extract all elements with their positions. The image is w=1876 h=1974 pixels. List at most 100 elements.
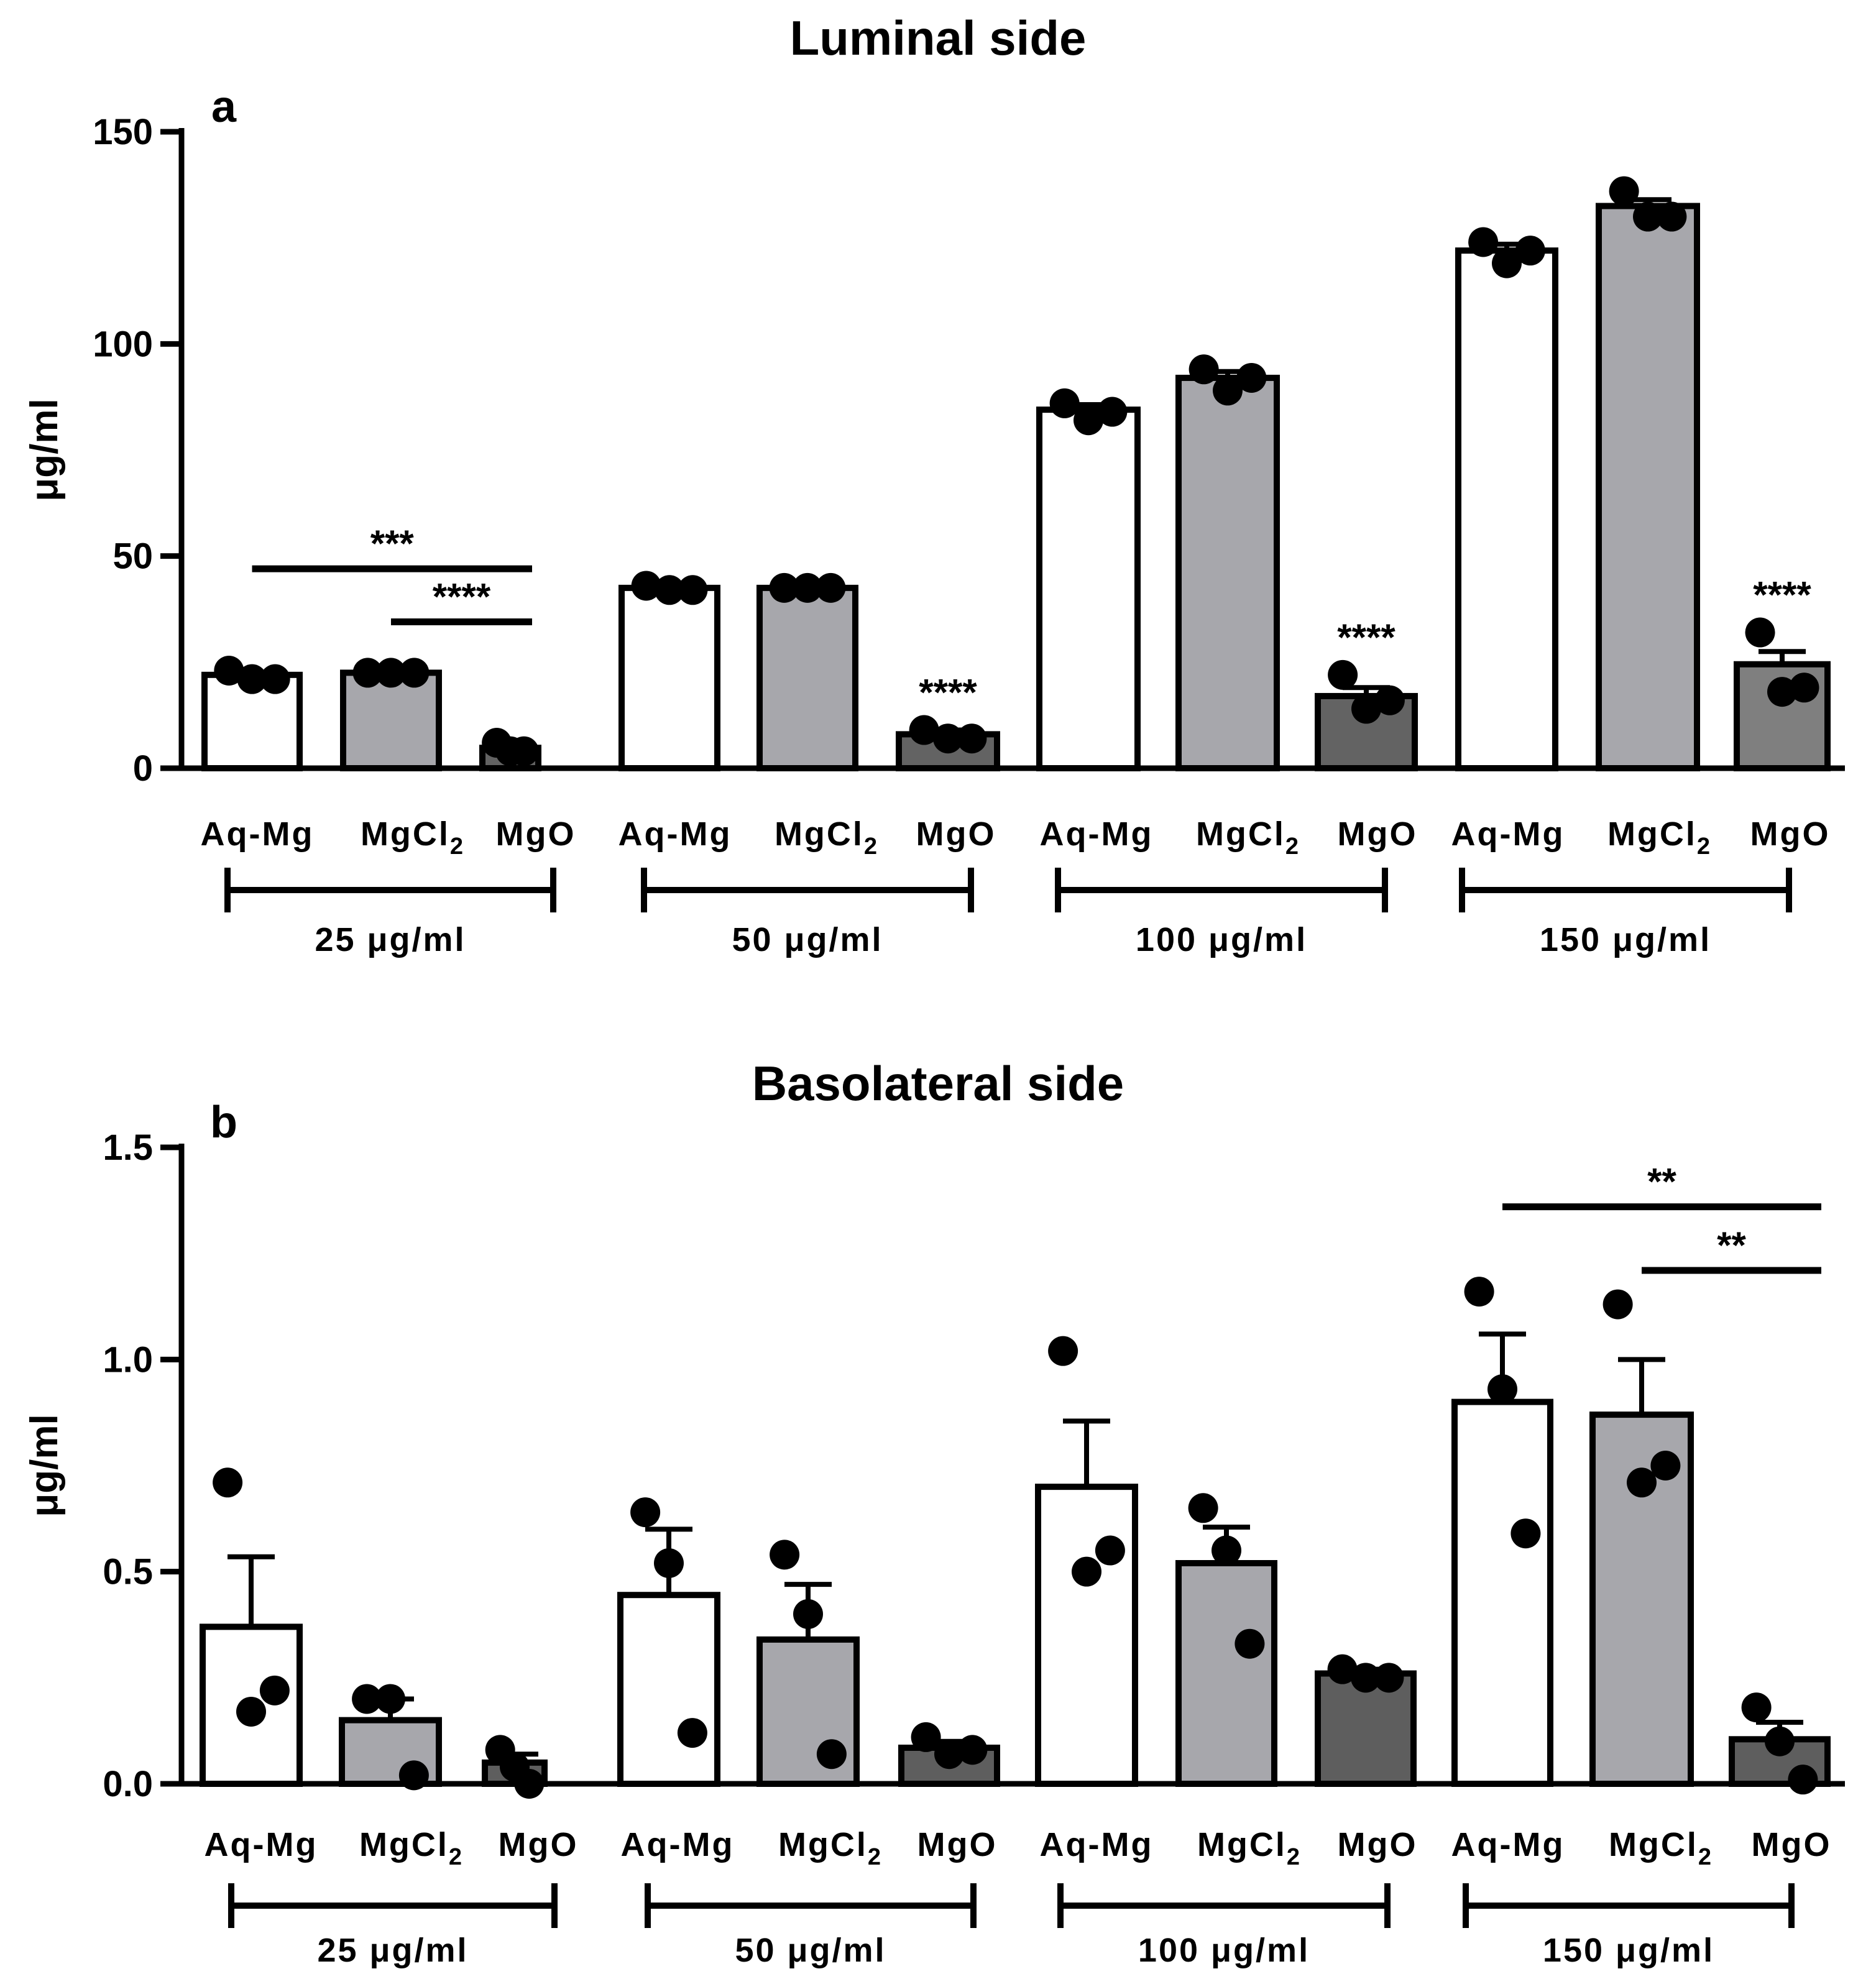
data-point [259, 1675, 290, 1705]
data-point [909, 715, 939, 745]
category-label: MgCl2 [1197, 1826, 1302, 1870]
category-label: MgO [499, 1826, 579, 1863]
group-label: 25 μg/ml [317, 1932, 468, 1969]
data-point [1236, 362, 1267, 393]
data-point [654, 1548, 684, 1579]
data-point [1468, 227, 1499, 257]
category-label: MgO [496, 815, 576, 853]
data-point [260, 664, 290, 694]
data-point [655, 575, 684, 605]
category-label: Aq-Mg [201, 815, 315, 853]
data-point [514, 1769, 545, 1799]
group-label: 25 μg/ml [315, 921, 466, 958]
data-point [399, 658, 430, 688]
data-point [398, 1760, 429, 1791]
data-point [1767, 677, 1797, 707]
panel-letter: b [210, 1098, 237, 1147]
data-point [1515, 236, 1545, 266]
data-point [677, 1718, 707, 1748]
bar-mgcl2-150 [1596, 203, 1700, 771]
category-label: MgO [1752, 1826, 1832, 1863]
category-label: MgO [1338, 1826, 1418, 1863]
data-point [1235, 1628, 1265, 1659]
category-label: MgO [916, 815, 996, 853]
bar-aq-mg-25 [200, 1623, 303, 1787]
bar-mgcl2-50 [756, 584, 858, 771]
data-point [631, 571, 661, 601]
data-point [1327, 1654, 1358, 1684]
data-point [1097, 397, 1128, 427]
significance-label: *** [370, 523, 415, 564]
y-tick-label: 0.5 [103, 1552, 153, 1592]
category-label: MgCl2 [359, 1826, 464, 1870]
bar-aq-mg-100 [1035, 1484, 1138, 1787]
category-label: Aq-Mg [1040, 1826, 1154, 1863]
chart-title: Luminal side [790, 11, 1087, 65]
panel-letter: a [211, 82, 237, 132]
data-point [1609, 176, 1639, 206]
category-label: MgO [1750, 815, 1831, 853]
data-point [375, 1684, 405, 1714]
data-point [1464, 1277, 1494, 1307]
data-point [1351, 1663, 1381, 1693]
data-point [1602, 1289, 1633, 1320]
category-label: Aq-Mg [205, 1826, 318, 1863]
category-label: MgO [1338, 815, 1418, 853]
data-point [1213, 375, 1243, 406]
data-point [630, 1497, 661, 1528]
data-point [1633, 201, 1663, 232]
data-point [1188, 1493, 1218, 1523]
category-label: MgCl2 [1607, 815, 1712, 860]
data-point [1212, 1535, 1241, 1566]
category-label: MgCl2 [778, 1826, 883, 1870]
bar-aq-mg-100 [1036, 406, 1141, 771]
category-label: Aq-Mg [1451, 815, 1565, 853]
y-tick-label: 1.0 [103, 1339, 153, 1380]
bar-mgcl2-25 [340, 669, 442, 772]
bar-aq-mg-50 [618, 584, 720, 771]
data-point [1650, 1451, 1681, 1480]
data-point [816, 1739, 847, 1770]
y-axis-label: μg/ml [23, 1414, 66, 1517]
data-point [1049, 388, 1080, 418]
data-point [1189, 354, 1219, 385]
data-point [1374, 1663, 1404, 1693]
data-point [1657, 201, 1687, 232]
group-label: 50 μg/ml [732, 921, 883, 958]
significance-label: **** [1337, 617, 1396, 658]
data-point [770, 1540, 800, 1570]
significance-label: ** [1647, 1161, 1676, 1203]
group-label: 150 μg/ml [1540, 921, 1711, 958]
group-label: 100 μg/ml [1138, 1932, 1310, 1969]
y-tick-label: 0 [133, 748, 153, 789]
bar-aq-mg-50 [617, 1592, 720, 1788]
data-point [911, 1722, 941, 1752]
category-label: MgCl2 [1196, 815, 1300, 860]
category-label: MgCl2 [361, 815, 465, 860]
significance-label: **** [1753, 574, 1811, 616]
data-point [213, 1467, 243, 1498]
y-tick-label: 100 [93, 324, 153, 364]
data-point [508, 736, 539, 766]
data-point [376, 658, 406, 688]
data-point [678, 575, 708, 605]
data-point [1789, 673, 1819, 703]
data-point [1048, 1336, 1078, 1366]
data-point [1095, 1535, 1125, 1566]
data-point [1074, 405, 1103, 436]
group-label: 150 μg/ml [1543, 1932, 1714, 1969]
category-label: Aq-Mg [621, 1826, 735, 1863]
bar-aq-mg-150 [1451, 1398, 1553, 1788]
data-point [1788, 1765, 1818, 1795]
group-label: 50 μg/ml [735, 1932, 886, 1969]
data-point [1765, 1726, 1795, 1756]
y-tick-label: 1.5 [103, 1127, 153, 1168]
data-point [793, 572, 822, 603]
data-point [816, 572, 846, 603]
data-point [1741, 1692, 1772, 1723]
group-label: 100 μg/ml [1136, 921, 1307, 958]
data-point [1487, 1374, 1517, 1405]
significance-label: **** [919, 672, 977, 714]
category-label: Aq-Mg [1451, 1826, 1565, 1863]
